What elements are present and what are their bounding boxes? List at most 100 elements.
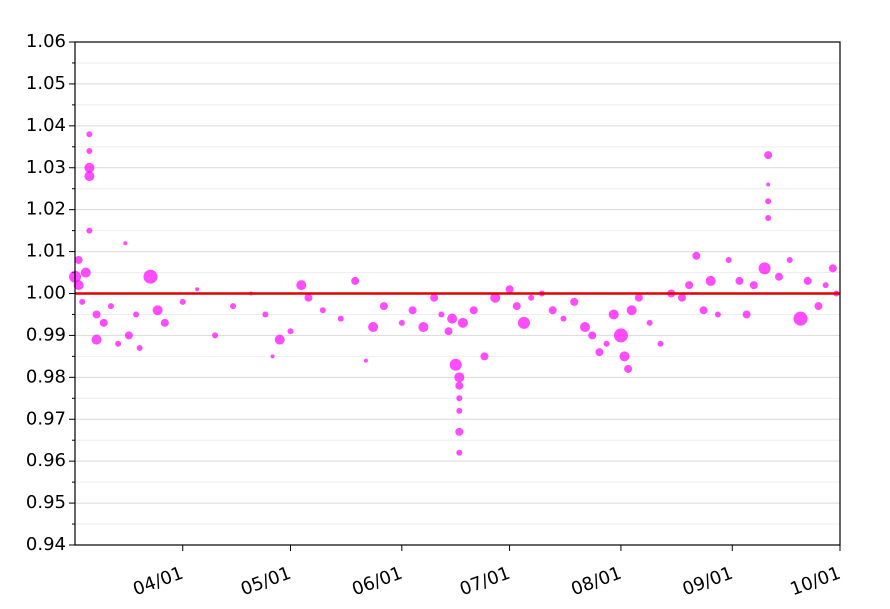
point — [454, 372, 465, 383]
point — [764, 151, 773, 160]
point — [304, 293, 313, 302]
point — [608, 309, 619, 320]
x-tick-label: 07/01 — [457, 563, 513, 600]
point — [765, 198, 772, 205]
point — [73, 280, 84, 291]
point — [517, 316, 530, 329]
point — [624, 364, 633, 373]
y-tick-label: 1.03 — [26, 157, 66, 178]
point — [456, 449, 463, 456]
point — [86, 147, 93, 154]
x-tick-label: 04/01 — [130, 563, 186, 600]
point — [351, 276, 360, 285]
point — [793, 311, 808, 326]
point — [469, 306, 478, 315]
x-tick-label: 08/01 — [568, 563, 624, 600]
point — [457, 317, 468, 328]
point — [828, 264, 837, 273]
point — [92, 310, 101, 319]
point — [438, 311, 445, 318]
point — [79, 298, 86, 305]
point — [123, 241, 128, 246]
y-tick-label: 1.00 — [26, 283, 66, 304]
point — [735, 276, 744, 285]
point — [548, 306, 557, 315]
point — [136, 344, 143, 351]
point — [379, 302, 388, 311]
point — [505, 285, 514, 294]
point — [408, 306, 417, 315]
point — [588, 331, 597, 340]
point — [560, 315, 567, 322]
y-tick-label: 0.94 — [26, 534, 66, 555]
y-tick-label: 1.04 — [26, 115, 66, 136]
point — [274, 334, 285, 345]
point — [230, 303, 237, 310]
point — [626, 305, 637, 316]
point — [124, 331, 133, 340]
point — [86, 227, 93, 234]
point — [447, 313, 458, 324]
point — [262, 311, 269, 318]
point — [765, 215, 772, 222]
point — [133, 311, 140, 318]
point — [212, 332, 219, 339]
point — [685, 281, 694, 290]
y-tick-label: 1.02 — [26, 199, 66, 220]
point — [444, 327, 453, 336]
point — [337, 315, 344, 322]
y-tick-label: 1.01 — [26, 241, 66, 262]
point — [786, 256, 793, 263]
point — [613, 328, 628, 343]
point — [758, 262, 771, 275]
y-tick-label: 1.06 — [26, 31, 66, 52]
point — [456, 395, 463, 402]
point — [595, 348, 604, 357]
point — [580, 322, 590, 333]
x-tick-label: 06/01 — [349, 563, 405, 600]
point — [512, 302, 521, 311]
point — [570, 297, 579, 306]
point — [822, 282, 829, 289]
point — [774, 272, 783, 281]
point — [99, 318, 108, 327]
y-tick-label: 0.98 — [26, 366, 66, 387]
point — [319, 307, 326, 314]
point — [74, 255, 83, 264]
point — [143, 269, 158, 284]
point — [398, 319, 405, 326]
point — [814, 302, 823, 311]
point — [634, 293, 643, 302]
point — [91, 334, 102, 345]
y-tick-label: 0.96 — [26, 450, 66, 471]
point — [657, 340, 664, 347]
point — [677, 293, 686, 302]
point — [803, 276, 812, 285]
point — [749, 281, 758, 290]
y-tick-label: 0.99 — [26, 324, 66, 345]
point — [430, 293, 439, 302]
point — [490, 292, 501, 303]
point — [368, 322, 379, 333]
point — [195, 287, 200, 292]
point — [363, 358, 368, 363]
point — [86, 131, 93, 138]
point — [455, 381, 464, 390]
plot-frame — [74, 41, 841, 546]
point — [160, 318, 169, 327]
point — [107, 303, 114, 310]
point — [699, 306, 708, 315]
point — [84, 171, 95, 182]
point — [80, 267, 91, 278]
point — [480, 352, 489, 361]
point — [456, 407, 463, 414]
y-tick-label: 0.97 — [26, 408, 66, 429]
x-tick-label: 09/01 — [680, 563, 736, 600]
point — [705, 275, 716, 286]
point — [84, 162, 95, 173]
x-tick-label: 05/01 — [238, 563, 294, 600]
point — [742, 310, 751, 319]
point — [287, 328, 294, 335]
point — [115, 340, 122, 347]
